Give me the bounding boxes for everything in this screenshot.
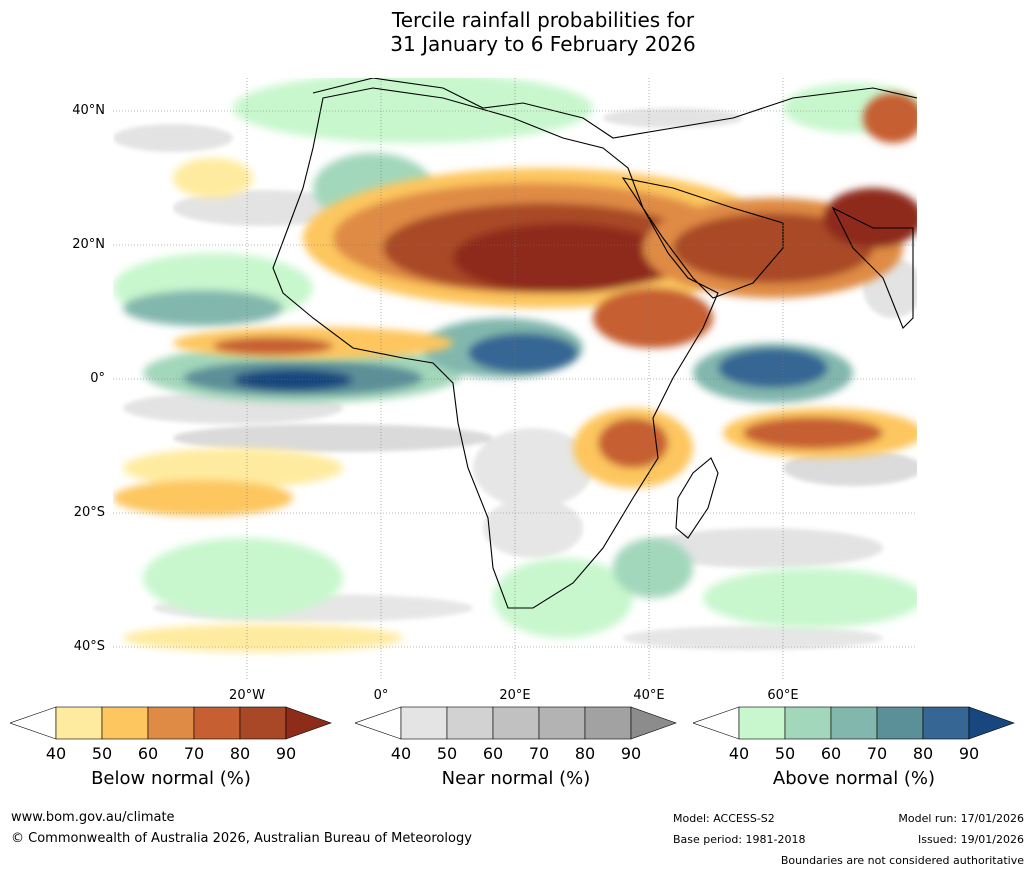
swatch-below-4 [193, 706, 241, 740]
lon-label-40e: 40°E [633, 688, 665, 703]
map-title: Tercile rainfall probabilities for 31 Ja… [0, 8, 1035, 56]
tick-above-60: 60 [820, 744, 842, 763]
tick-above-80: 80 [912, 744, 934, 763]
europe-coastline [312, 78, 917, 139]
swatch-near-2 [446, 706, 494, 740]
graticule [113, 78, 917, 681]
swatch-near-1 [400, 706, 448, 740]
caption-below-normal: Below normal (%) [91, 768, 251, 789]
footer-model: Model: ACCESS-S2 [673, 812, 775, 825]
swatch-near-6 [630, 706, 677, 740]
below-normal-regions [113, 93, 917, 652]
swatch-above-2 [784, 706, 832, 740]
swatch-below-6 [285, 706, 332, 740]
swatch-near-4 [538, 706, 586, 740]
colorbar-below-normal: 40 50 60 70 80 90 Below normal (%) [9, 706, 332, 789]
colorbar-above-swatches [692, 706, 1015, 740]
colorbar-near-swatches [354, 706, 677, 740]
lat-label-20n: 20°N [72, 237, 105, 252]
swatch-below-3 [147, 706, 195, 740]
caption-above-normal: Above normal (%) [772, 768, 936, 789]
title-line-1: Tercile rainfall probabilities for [391, 8, 695, 32]
lon-label-60e: 60°E [767, 688, 799, 703]
tick-near-70: 70 [528, 744, 550, 763]
title-line-2: 31 January to 6 February 2026 [390, 32, 696, 56]
tick-below-60: 60 [137, 744, 159, 763]
tick-near-90: 90 [620, 744, 642, 763]
swatch-above-6 [968, 706, 1015, 740]
lat-label-40n: 40°N [72, 103, 105, 118]
lon-label-20w: 20°W [229, 688, 265, 703]
tick-above-50: 50 [774, 744, 796, 763]
footer-base-period: Base period: 1981-2018 [673, 833, 806, 846]
colorbar-near-normal: 40 50 60 70 80 90 Near normal (%) [354, 706, 677, 789]
footer-disclaimer: Boundaries are not considered authoritat… [780, 854, 1024, 867]
lat-label-0: 0° [90, 371, 105, 386]
swatch-above-3 [830, 706, 878, 740]
swatch-near-0 [354, 706, 402, 740]
madagascar-coastline [675, 457, 719, 539]
colorbar-above-normal: 40 50 60 70 80 90 Above normal (%) [692, 706, 1015, 789]
coastlines [272, 78, 917, 609]
lat-label-20s: 20°S [73, 505, 105, 520]
swatch-near-5 [584, 706, 632, 740]
swatch-below-5 [239, 706, 287, 740]
tick-near-50: 50 [436, 744, 458, 763]
arabia-coastline [621, 177, 784, 299]
tick-below-90: 90 [275, 744, 297, 763]
colorbar-below-swatches [9, 706, 332, 740]
tick-below-80: 80 [229, 744, 251, 763]
swatch-below-2 [101, 706, 149, 740]
footer-url[interactable]: www.bom.gov.au/climate [11, 810, 175, 825]
india-coastline [831, 206, 914, 329]
tick-below-50: 50 [91, 744, 113, 763]
swatch-above-1 [738, 706, 786, 740]
tick-above-70: 70 [866, 744, 888, 763]
africa-coastline [272, 87, 719, 609]
footer-issued: Issued: 19/01/2026 [917, 833, 1024, 846]
swatch-above-0 [692, 706, 740, 740]
lat-label-40s: 40°S [73, 639, 105, 654]
footer-model-run: Model run: 17/01/2026 [898, 812, 1024, 825]
tick-near-60: 60 [482, 744, 504, 763]
swatch-above-5 [922, 706, 970, 740]
caption-near-normal: Near normal (%) [441, 768, 591, 789]
tick-below-40: 40 [45, 744, 67, 763]
lon-label-0: 0° [373, 688, 389, 703]
swatch-near-3 [492, 706, 540, 740]
swatch-above-4 [876, 706, 924, 740]
swatch-below-0 [9, 706, 57, 740]
tick-near-80: 80 [574, 744, 596, 763]
map-canvas [113, 78, 917, 681]
tick-near-40: 40 [390, 744, 412, 763]
tick-below-70: 70 [183, 744, 205, 763]
tick-above-90: 90 [958, 744, 980, 763]
tick-above-40: 40 [728, 744, 750, 763]
above-normal-regions [113, 78, 917, 638]
footer-copyright: © Commonwealth of Australia 2026, Austra… [11, 831, 472, 846]
forecast-map [113, 78, 917, 681]
lon-label-20e: 20°E [499, 688, 531, 703]
swatch-below-1 [55, 706, 103, 740]
